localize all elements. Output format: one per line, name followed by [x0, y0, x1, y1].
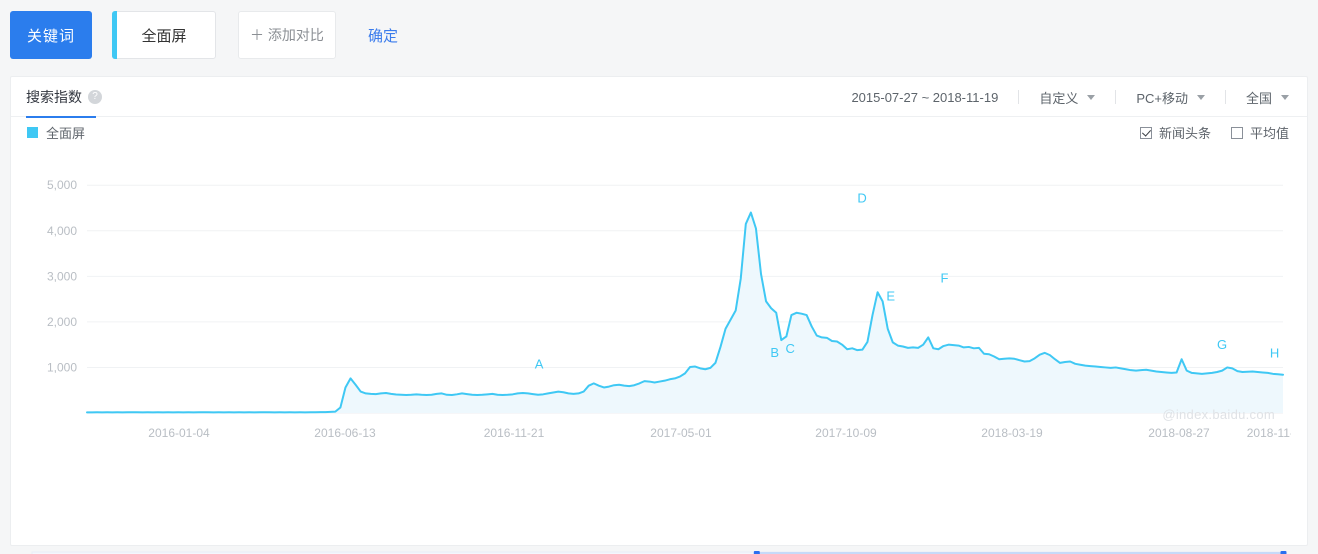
tab-active-underline — [26, 115, 96, 118]
range-slider-graphic[interactable]: 20112012201320142015201620172018 — [10, 546, 1308, 554]
svg-text:C: C — [786, 341, 795, 356]
card-header: 搜索指数 ? 2015-07-27 ~ 2018-11-19 自定义 PC+移动… — [11, 77, 1307, 118]
chart-plot-area[interactable]: 1,000 2,000 3,000 4,000 5,000 A B C D E F G H 2016-01… — [29, 149, 1291, 459]
help-icon[interactable]: ? — [88, 89, 102, 104]
svg-text:B: B — [770, 345, 779, 360]
chevron-down-icon — [1281, 94, 1289, 100]
svg-text:H: H — [1270, 345, 1279, 360]
add-comparison-button[interactable]: ＋ 添加对比 — [238, 11, 336, 59]
svg-text:A: A — [535, 356, 544, 371]
checkbox-average-label: 平均值 — [1249, 126, 1289, 141]
keyword-button[interactable]: 关键词 — [10, 11, 92, 59]
confirm-link[interactable]: 确定 — [368, 27, 399, 45]
chip-label: 全面屏 — [141, 27, 187, 45]
checkbox-average-box[interactable] — [1230, 126, 1243, 139]
svg-text:2017-05-01: 2017-05-01 — [650, 426, 712, 440]
device-select[interactable]: PC+移动 — [1136, 88, 1205, 107]
divider — [1224, 90, 1226, 104]
svg-text:2016-06-13: 2016-06-13 — [314, 426, 376, 440]
svg-text:2016-11-21: 2016-11-21 — [484, 426, 545, 440]
svg-text:3,000: 3,000 — [47, 269, 77, 283]
date-range-label[interactable]: 2015-07-27 ~ 2018-11-19 — [851, 89, 999, 105]
timeline-range-slider[interactable]: 20112012201320142015201620172018 — [10, 546, 1308, 554]
tab-search-index-label: 搜索指数 — [26, 88, 82, 105]
region-select[interactable]: 全国 — [1246, 88, 1289, 107]
checkbox-news-box[interactable] — [1139, 126, 1152, 139]
region-select-value: 全国 — [1245, 90, 1272, 106]
svg-text:5,000: 5,000 — [47, 178, 77, 192]
top-toolbar: 关键词 全面屏 ＋ 添加对比 确定 — [0, 0, 1318, 70]
legend-toggles: 新闻头条 平均值 — [1139, 123, 1289, 142]
legend-row: 全面屏 新闻头条 平均值 — [11, 117, 1307, 149]
checkbox-news-label: 新闻头条 — [1158, 126, 1211, 141]
svg-text:D: D — [857, 191, 866, 206]
legend-series-quanmianping[interactable]: 全面屏 — [27, 123, 85, 142]
svg-text:2016-01-04: 2016-01-04 — [148, 426, 210, 440]
divider — [1018, 90, 1020, 104]
svg-text:2018-11-19: 2018-11-19 — [1247, 426, 1291, 440]
chip-color-bar — [112, 11, 117, 59]
period-select-value: 自定义 — [1039, 90, 1079, 106]
svg-text:2017-10-09: 2017-10-09 — [815, 426, 877, 440]
svg-text:F: F — [941, 270, 949, 285]
keyword-chip-quanmianping[interactable]: 全面屏 — [112, 11, 216, 59]
tab-search-index[interactable]: 搜索指数 ? — [26, 77, 102, 118]
chevron-down-icon — [1087, 94, 1096, 100]
card-header-controls: 2015-07-27 ~ 2018-11-19 自定义 PC+移动 全国 — [851, 77, 1289, 117]
legend-series-label: 全面屏 — [46, 126, 86, 141]
divider — [1115, 90, 1117, 104]
svg-text:4,000: 4,000 — [47, 224, 77, 238]
checkbox-news-headlines[interactable]: 新闻头条 — [1139, 123, 1211, 142]
svg-text:2018-03-19: 2018-03-19 — [981, 426, 1043, 440]
device-select-value: PC+移动 — [1136, 90, 1188, 106]
svg-text:G: G — [1217, 337, 1227, 352]
legend-color-swatch — [27, 127, 38, 138]
checkbox-average[interactable]: 平均值 — [1230, 123, 1289, 142]
svg-text:2,000: 2,000 — [47, 315, 77, 329]
search-index-line-chart[interactable]: 1,000 2,000 3,000 4,000 5,000 A B C D E F G H 2016-01… — [29, 149, 1291, 459]
search-index-card: 搜索指数 ? 2015-07-27 ~ 2018-11-19 自定义 PC+移动… — [10, 76, 1308, 546]
period-select[interactable]: 自定义 — [1039, 88, 1096, 107]
svg-text:1,000: 1,000 — [47, 360, 77, 374]
svg-text:2018-08-27: 2018-08-27 — [1148, 426, 1210, 440]
chevron-down-icon — [1196, 94, 1205, 100]
svg-text:E: E — [886, 289, 895, 304]
